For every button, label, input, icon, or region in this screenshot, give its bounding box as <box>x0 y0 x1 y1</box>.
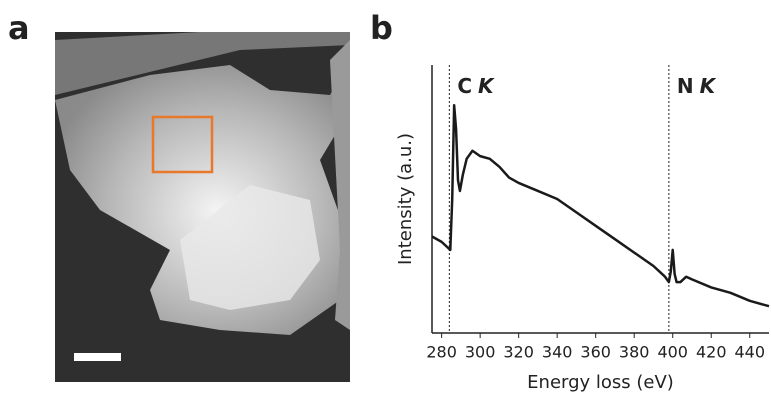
panel-label: a <box>8 9 30 47</box>
edge-shell: K <box>478 74 495 98</box>
x-tick-label: 280 <box>426 343 457 362</box>
panel-label: b <box>370 9 393 47</box>
x-axis-label: Energy loss (eV) <box>527 372 674 393</box>
edge-shell: K <box>700 74 717 98</box>
x-tick-label: 420 <box>696 343 727 362</box>
x-tick-label: 340 <box>542 343 573 362</box>
x-tick-label: 400 <box>657 343 688 362</box>
micrograph <box>55 32 350 382</box>
y-axis-label: Intensity (a.u.) <box>395 133 416 265</box>
x-tick-label: 440 <box>734 343 765 362</box>
edge-element: N <box>677 74 694 98</box>
spectrum-line <box>431 103 770 308</box>
x-tick-label: 300 <box>465 343 496 362</box>
x-tick-label: 320 <box>503 343 534 362</box>
x-tick-label: 380 <box>619 343 650 362</box>
edge-element: C <box>457 74 472 98</box>
x-tick-label: 360 <box>580 343 611 362</box>
